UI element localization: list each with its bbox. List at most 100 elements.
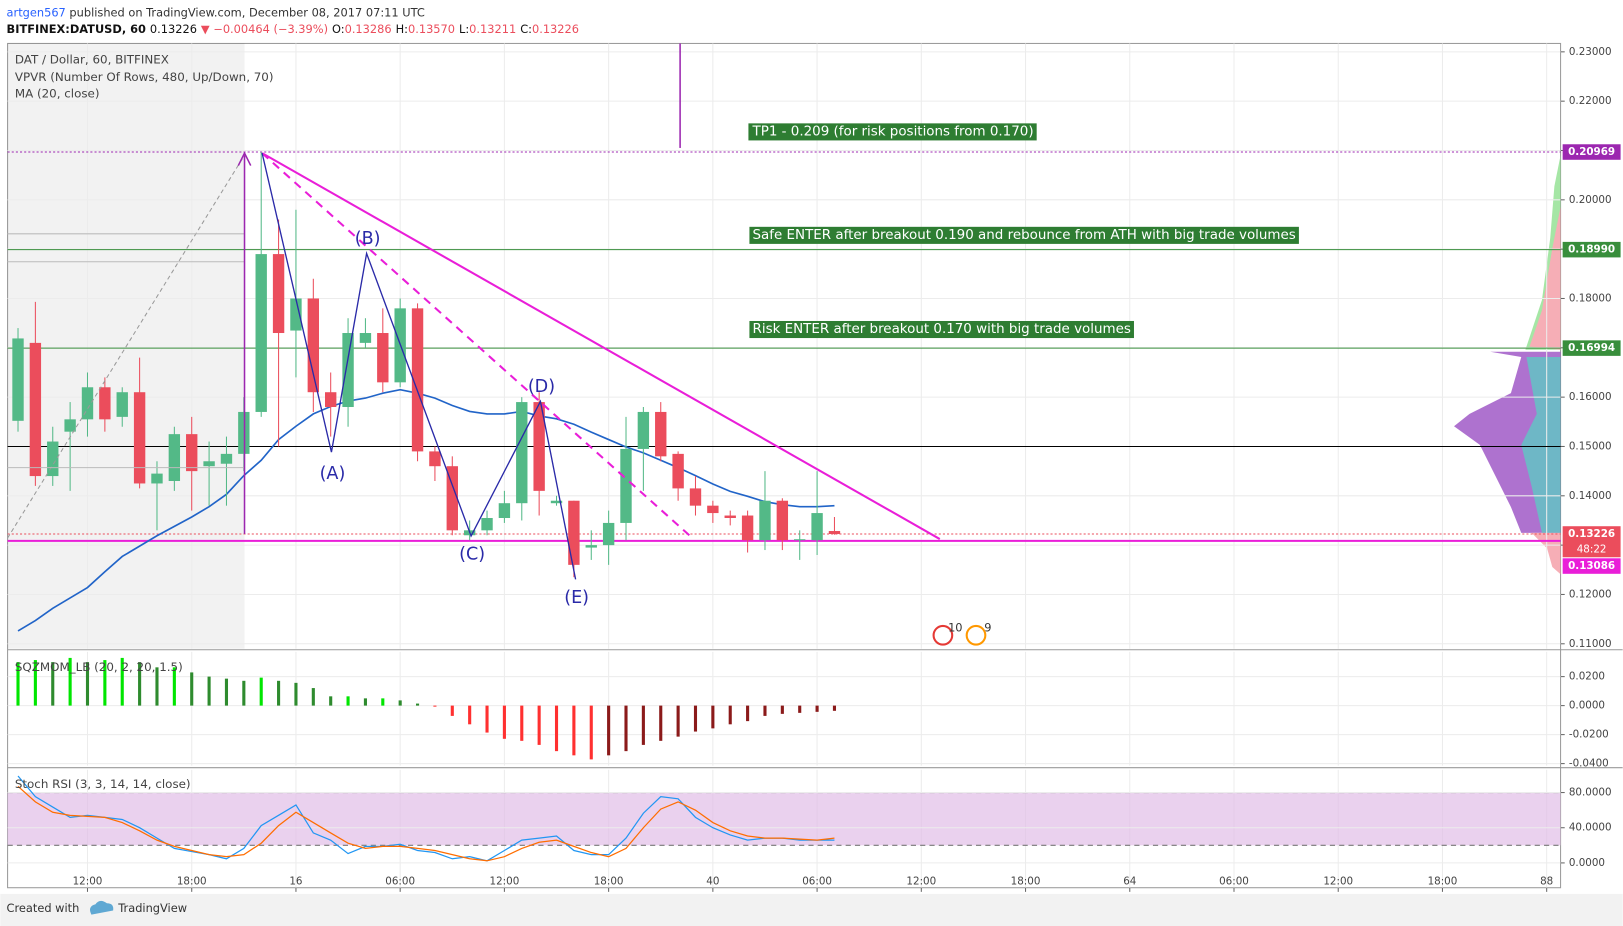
symbol-line: BITFINEX:DATUSD, 60 0.13226 ▼ −0.00464 (… bbox=[7, 21, 579, 35]
event-icon bbox=[965, 624, 987, 646]
y-tick-label: 0.18000 bbox=[1569, 292, 1612, 304]
wave-label: (C) bbox=[459, 545, 485, 565]
footer-brand[interactable]: TradingView bbox=[117, 901, 187, 915]
candle-body bbox=[272, 254, 285, 334]
x-tick-label: 64 bbox=[1123, 876, 1136, 888]
candle-body bbox=[602, 522, 615, 546]
candle-body bbox=[220, 453, 233, 464]
momentum-bar bbox=[207, 676, 211, 706]
moving-average bbox=[17, 388, 835, 632]
momentum-bar bbox=[68, 657, 72, 706]
momentum-bar bbox=[728, 705, 732, 725]
momentum-bar bbox=[33, 660, 37, 706]
legend-indicator: MA (20, close) bbox=[15, 87, 100, 101]
annotation-bg bbox=[748, 123, 1037, 141]
y-tick-label: -0.0200 bbox=[1569, 729, 1609, 741]
candle-body bbox=[203, 461, 215, 467]
annotation-text: TP1 - 0.209 (for risk positions from 0.1… bbox=[752, 124, 1034, 139]
drawings bbox=[7, 43, 941, 580]
x-tick-label: 18:00 bbox=[177, 876, 207, 888]
x-tick-label: 18:00 bbox=[594, 876, 624, 888]
y-tick-label: 0.0000 bbox=[1569, 857, 1605, 869]
momentum-bar bbox=[641, 705, 645, 745]
candle-body bbox=[637, 411, 650, 449]
price-tag bbox=[1562, 144, 1621, 160]
x-tick-label: 18:00 bbox=[1428, 876, 1458, 888]
legend-title: SQZMOM_LB (20, 2, 20, 1.5) bbox=[15, 660, 183, 674]
momentum-bar bbox=[155, 667, 159, 706]
annotation-text: Safe ENTER after breakout 0.190 and rebo… bbox=[753, 228, 1296, 243]
x-tick-label: 12:00 bbox=[906, 876, 936, 888]
header-line: artgen567 published on TradingView.com, … bbox=[7, 5, 425, 19]
momentum-bar bbox=[120, 657, 124, 706]
candle-body bbox=[794, 539, 806, 541]
momentum-bar bbox=[780, 705, 784, 714]
y-tick-label: 0.22000 bbox=[1569, 95, 1612, 107]
x-tick-label: 12:00 bbox=[490, 876, 520, 888]
momentum-bar bbox=[415, 703, 420, 706]
momentum-bar bbox=[589, 705, 593, 760]
momentum-bar bbox=[363, 698, 367, 706]
momentum-bar bbox=[294, 682, 298, 706]
x-tick-label: 88 bbox=[1540, 876, 1553, 888]
momentum-bar bbox=[832, 705, 837, 711]
momentum-bar bbox=[85, 662, 90, 706]
momentum-bar bbox=[329, 696, 333, 706]
event[interactable]: 9 bbox=[965, 621, 992, 646]
price-tag-label: 0.13086 bbox=[1568, 560, 1615, 572]
x-tick-label: 12:00 bbox=[1323, 876, 1353, 888]
x-tick-label: 06:00 bbox=[385, 876, 415, 888]
candle-body bbox=[186, 434, 198, 472]
ohlc-value: 0.13211 bbox=[469, 21, 516, 35]
momentum-bar bbox=[277, 680, 281, 706]
vp-low bbox=[1531, 532, 1561, 575]
x-tick-label: 12:00 bbox=[73, 876, 103, 888]
momentum-bar bbox=[711, 705, 715, 729]
annotation: TP1 - 0.209 (for risk positions from 0.1… bbox=[748, 123, 1037, 141]
candle-body bbox=[29, 342, 42, 477]
candle-body bbox=[12, 338, 24, 421]
candle-body bbox=[741, 515, 754, 541]
price-tag bbox=[1562, 526, 1621, 558]
candle-body bbox=[359, 333, 372, 343]
momentum-bar bbox=[815, 705, 819, 712]
annotation: Safe ENTER after breakout 0.190 and rebo… bbox=[749, 226, 1299, 244]
momentum-bar bbox=[381, 698, 385, 706]
momentum-bar bbox=[485, 705, 489, 733]
momentum-bar bbox=[16, 662, 20, 706]
candle-body bbox=[498, 503, 511, 518]
published: published on TradingView.com, December 0… bbox=[69, 5, 424, 19]
stoch-line bbox=[17, 775, 835, 862]
wave-path bbox=[261, 152, 577, 580]
trend-line-dashed bbox=[261, 152, 695, 540]
candle-body bbox=[377, 333, 389, 383]
event[interactable]: 10 bbox=[932, 621, 963, 646]
momentum-bar bbox=[242, 680, 246, 706]
candle-body bbox=[724, 515, 736, 518]
change: ▼ −0.00464 (−3.39%) bbox=[201, 21, 328, 35]
candle-body bbox=[342, 333, 354, 408]
momentum-bar bbox=[659, 705, 663, 741]
annotation-text: Risk ENTER after breakout 0.170 with big… bbox=[753, 322, 1131, 337]
symbol: BITFINEX:DATUSD, 60 bbox=[7, 21, 146, 35]
momentum-bar bbox=[468, 705, 472, 725]
x-tick-label: 06:00 bbox=[802, 876, 832, 888]
momentum-bar bbox=[763, 705, 767, 716]
price-tag bbox=[1562, 558, 1621, 574]
momentum-bar bbox=[398, 700, 402, 706]
candle-body bbox=[116, 392, 128, 417]
candle-body bbox=[811, 513, 823, 541]
event-icon bbox=[932, 624, 954, 646]
marks-layer: 0.20969 0.18990 0.16994 0.13226 48:22 0.13086 bbox=[7, 144, 1621, 862]
candle-body bbox=[99, 387, 111, 420]
momentum-bar bbox=[138, 662, 142, 706]
band bbox=[7, 792, 1561, 846]
y-tick-label: 0.0000 bbox=[1569, 700, 1605, 712]
candle-body bbox=[290, 298, 302, 331]
momentum-bar bbox=[572, 705, 576, 756]
x-tick-label: 18:00 bbox=[1011, 876, 1041, 888]
publisher[interactable]: artgen567 bbox=[7, 5, 66, 19]
momentum-bar bbox=[172, 667, 176, 706]
candle-body bbox=[776, 500, 789, 541]
price-tag bbox=[1562, 340, 1621, 356]
